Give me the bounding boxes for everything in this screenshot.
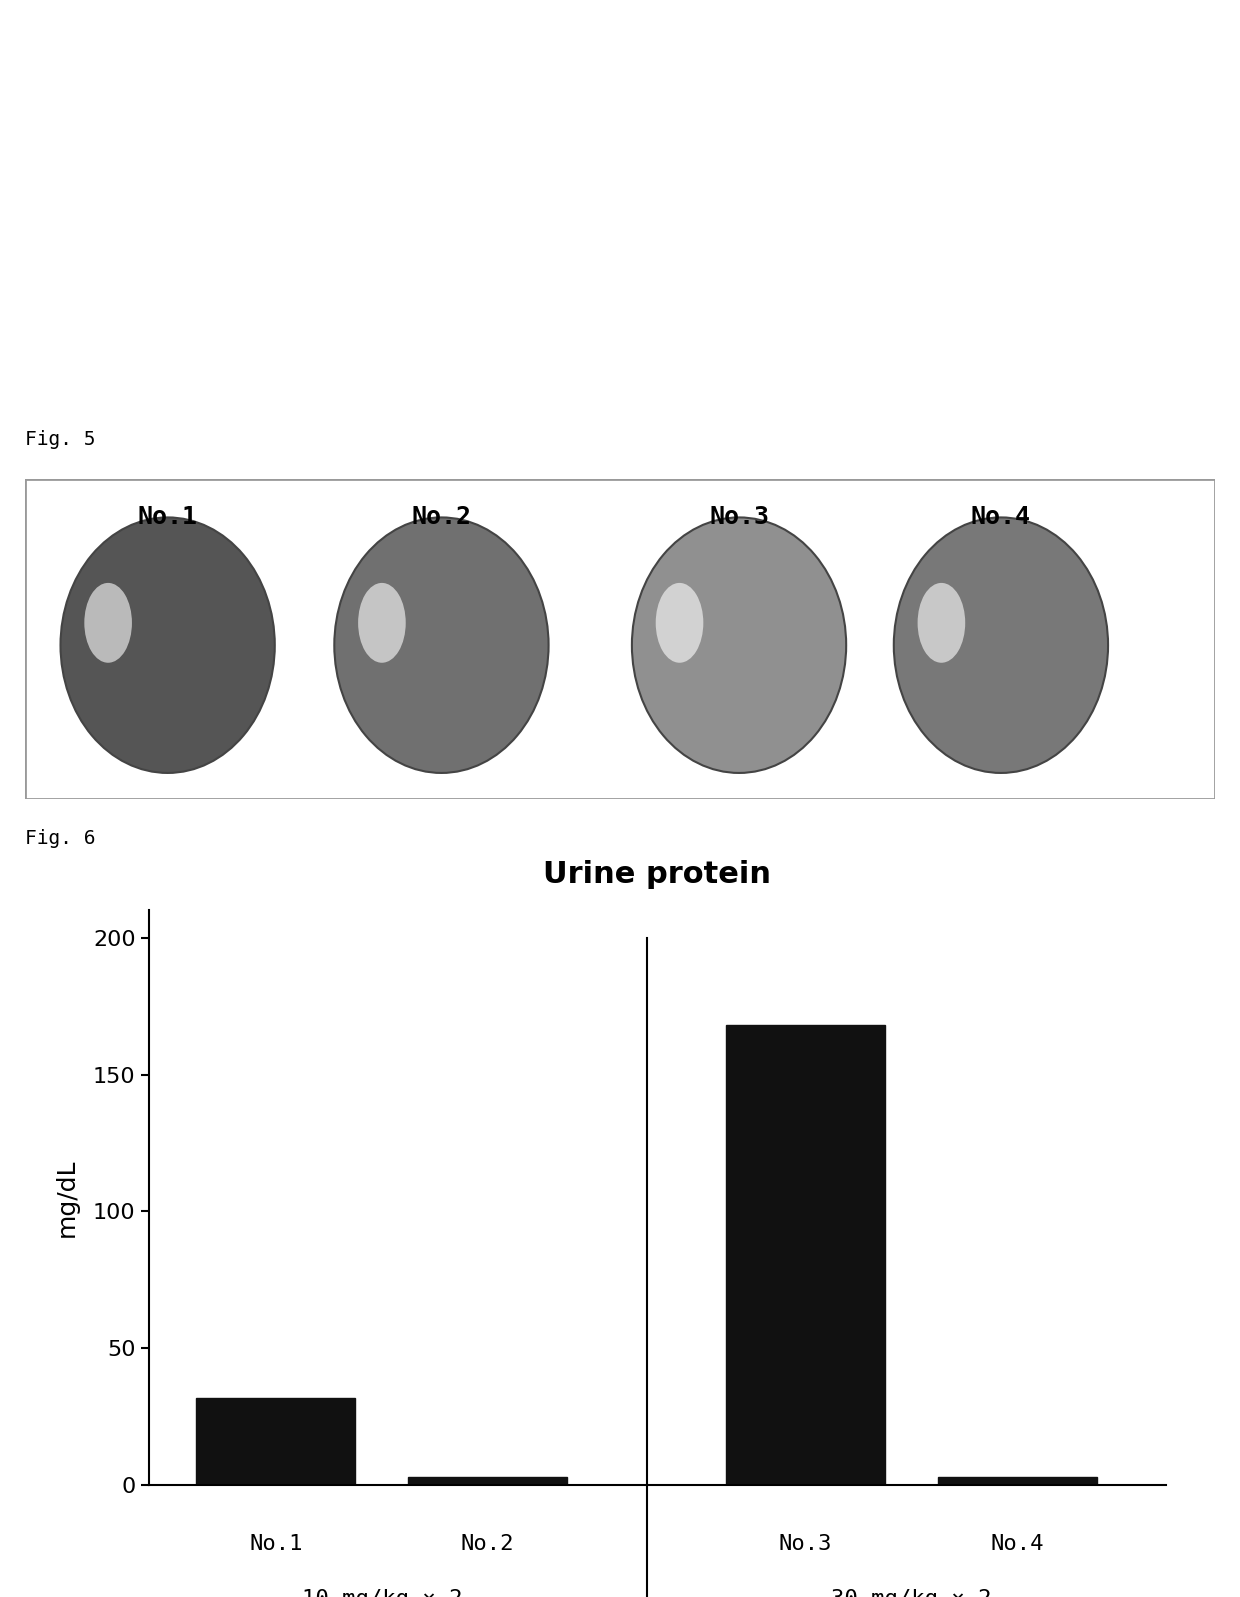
Ellipse shape [84, 583, 131, 663]
Text: No.3: No.3 [779, 1535, 832, 1554]
Ellipse shape [335, 517, 548, 773]
Ellipse shape [632, 517, 846, 773]
Text: No.4: No.4 [991, 1535, 1044, 1554]
Bar [408, 1477, 567, 1485]
Text: No.2: No.2 [412, 505, 471, 530]
Title: Urine protein: Urine protein [543, 859, 771, 888]
Bar [937, 1477, 1096, 1485]
Ellipse shape [918, 583, 965, 663]
Text: No.1: No.1 [249, 1535, 303, 1554]
Text: No.1: No.1 [138, 505, 197, 530]
Text: 30 mg/kg × 2: 30 mg/kg × 2 [831, 1589, 992, 1597]
Text: No.3: No.3 [709, 505, 769, 530]
Bar [196, 1397, 356, 1485]
Y-axis label: mg/dL: mg/dL [55, 1158, 79, 1238]
Bar [727, 1025, 885, 1485]
Text: No.2: No.2 [461, 1535, 515, 1554]
Text: No.4: No.4 [971, 505, 1030, 530]
Text: Fig. 6: Fig. 6 [25, 829, 95, 848]
Text: Fig. 5: Fig. 5 [25, 430, 95, 449]
Text: 10 mg/kg × 2: 10 mg/kg × 2 [301, 1589, 463, 1597]
Ellipse shape [358, 583, 405, 663]
Ellipse shape [894, 517, 1109, 773]
Ellipse shape [61, 517, 275, 773]
Ellipse shape [656, 583, 703, 663]
